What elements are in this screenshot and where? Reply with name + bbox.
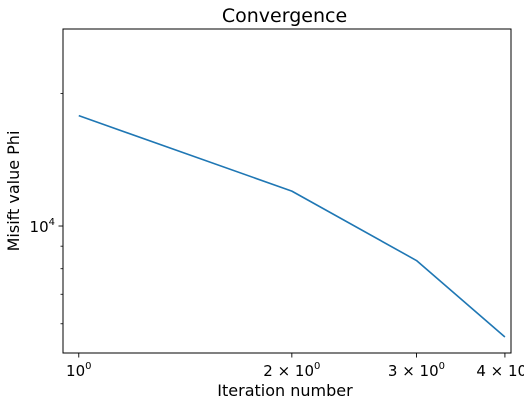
major-ticks: 104 100 2 × 100 3 × 100 4 × 100 (30, 217, 524, 380)
x-axis-label: Iteration number (217, 381, 353, 400)
y-axis-label: Misift value Phi (4, 131, 23, 252)
plot-frame (62, 28, 512, 354)
x-tick-label: 2 × 100 (263, 361, 320, 380)
x-tick-label: 4 × 100 (476, 361, 524, 380)
x-tick-label: 3 × 100 (388, 361, 445, 380)
series-line (78, 114, 506, 338)
x-tick-label: 100 (66, 361, 91, 380)
series-layer (78, 114, 506, 338)
y-tick-label: 104 (30, 217, 55, 236)
chart-title: Convergence (222, 5, 347, 27)
